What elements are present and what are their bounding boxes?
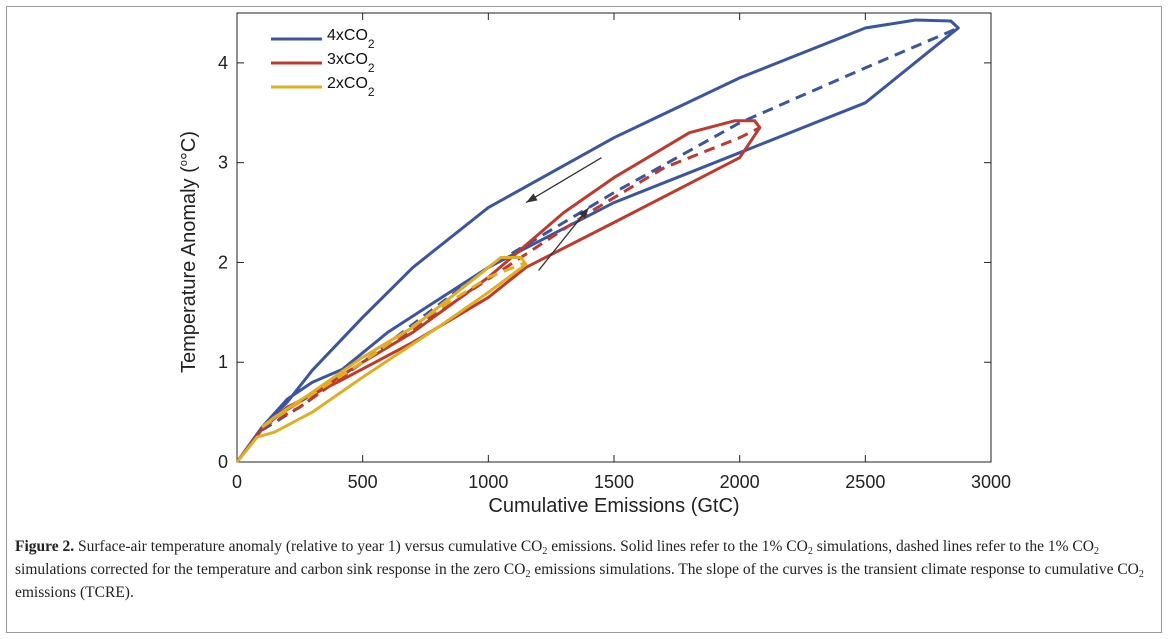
direction-arrow-shaft (538, 207, 590, 271)
x-tick-label: 1000 (468, 472, 508, 492)
y-tick-label: 3 (218, 153, 228, 173)
x-tick-label: 2500 (845, 472, 885, 492)
x-tick-label: 3000 (971, 472, 1011, 492)
x-tick-label: 0 (232, 472, 242, 492)
legend-label: 4xCO2 (327, 27, 375, 51)
direction-arrow-head (578, 207, 589, 219)
y-tick-label: 4 (218, 53, 228, 73)
legend-label: 3xCO2 (327, 51, 375, 75)
direction-arrow-head (526, 193, 538, 203)
figure-frame (6, 6, 1162, 633)
y-tick-label: 2 (218, 252, 228, 272)
caption-label: Figure 2. (15, 538, 75, 555)
series-2xco2-solid-line (235, 256, 528, 463)
series-3xco2-solid-line (235, 119, 762, 463)
y-tick-label: 1 (218, 352, 228, 372)
legend-label: 2xCO2 (327, 75, 375, 99)
figure-caption: Figure 2. Surface-air temperature anomal… (15, 538, 1144, 601)
y-tick-label: 0 (218, 452, 228, 472)
x-tick-label: 500 (348, 472, 378, 492)
series-4xco2-solid-line (235, 18, 960, 463)
direction-arrow-shaft (525, 157, 602, 204)
x-tick-label: 1500 (594, 472, 634, 492)
x-tick-label: 2000 (720, 472, 760, 492)
x-axis-label: Cumulative Emissions (GtC) (488, 495, 739, 517)
temperature-emissions-chart: 0 500 1000 1500 2000 2500 3000 0 1 2 3 4 4xCO23xCO22… (178, 12, 1011, 517)
y-axis-label: Temperature Anomaly (o°C) (178, 131, 200, 373)
